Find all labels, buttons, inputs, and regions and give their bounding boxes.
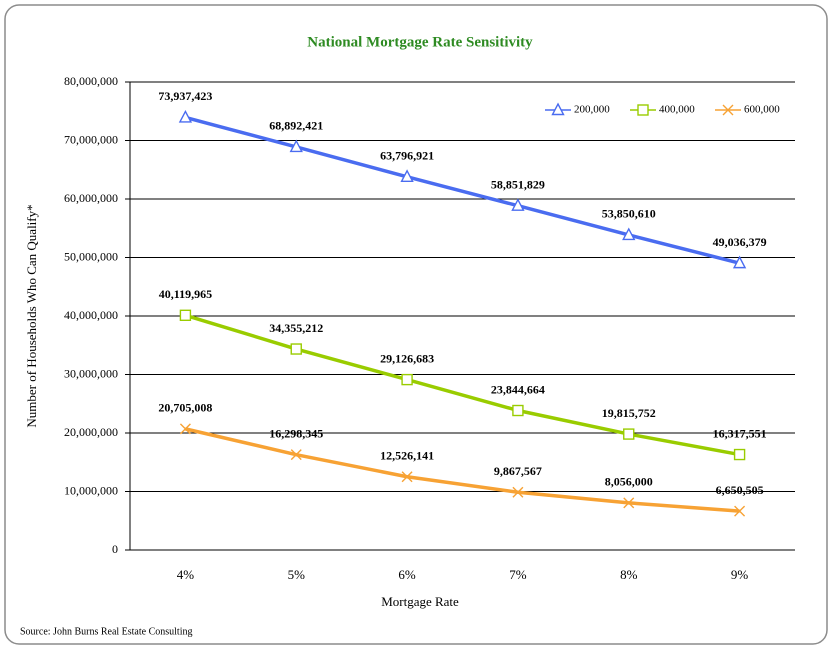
- data-label: 16,298,345: [269, 426, 323, 440]
- series-line: [184, 115, 741, 265]
- data-label: 29,126,683: [380, 351, 434, 365]
- x-tick-label: 8%: [620, 567, 638, 582]
- y-tick-label: 50,000,000: [64, 249, 118, 263]
- data-point: [179, 423, 191, 435]
- data-point: [733, 448, 746, 461]
- series-line: [184, 313, 740, 457]
- data-label: 49,036,379: [713, 235, 767, 249]
- chart-frame: [4, 4, 828, 645]
- legend-marker: [722, 104, 734, 116]
- source-note: Source: John Burns Real Estate Consultin…: [20, 626, 193, 637]
- data-point: [512, 486, 524, 498]
- data-point: [401, 373, 413, 386]
- data-label: 6,650,505: [716, 483, 764, 497]
- data-point: [290, 343, 302, 355]
- data-point: [512, 404, 524, 417]
- data-label: 73,937,423: [158, 89, 212, 103]
- y-tick-label: 70,000,000: [64, 132, 118, 146]
- y-tick-label: 30,000,000: [64, 366, 118, 380]
- y-tick-label: 0: [112, 542, 118, 556]
- data-point: [734, 505, 746, 517]
- data-label: 12,526,141: [380, 448, 434, 462]
- y-tick-label: 20,000,000: [64, 425, 118, 439]
- legend-marker: [637, 104, 649, 116]
- data-label: 34,355,212: [269, 321, 323, 335]
- data-label: 63,796,921: [380, 149, 434, 163]
- y-tick-label: 80,000,000: [64, 74, 118, 88]
- data-label: 20,705,008: [158, 401, 212, 415]
- data-point: [622, 227, 636, 241]
- chart-title: National Mortgage Rate Sensitivity: [307, 34, 533, 50]
- x-axis-label: Mortgage Rate: [381, 594, 459, 609]
- series-line: [185, 427, 740, 513]
- data-point: [623, 428, 635, 440]
- data-label: 19,815,752: [602, 406, 656, 420]
- data-label: 58,851,829: [491, 177, 545, 191]
- data-label: 68,892,421: [269, 119, 323, 133]
- data-point: [401, 471, 413, 483]
- data-point: [732, 255, 747, 269]
- data-label: 16,317,551: [713, 426, 767, 440]
- x-tick-label: 7%: [509, 567, 527, 582]
- x-tick-label: 5%: [288, 567, 306, 582]
- data-point: [178, 109, 193, 123]
- data-label: 8,056,000: [605, 475, 653, 489]
- x-tick-label: 6%: [398, 567, 416, 582]
- y-axis-label: Number of Households Who Can Qualify*: [24, 204, 39, 427]
- data-label: 53,850,610: [602, 207, 656, 221]
- data-point: [511, 198, 525, 211]
- legend-label: 400,000: [659, 104, 695, 116]
- legend-label: 200,000: [574, 104, 610, 116]
- data-point: [289, 139, 303, 153]
- y-tick-label: 40,000,000: [64, 308, 118, 322]
- data-label: 23,844,664: [491, 382, 545, 396]
- data-point: [400, 169, 414, 182]
- data-point: [290, 449, 302, 461]
- data-point: [179, 309, 192, 321]
- data-point: [623, 497, 635, 509]
- y-tick-label: 10,000,000: [64, 483, 118, 497]
- x-tick-label: 9%: [731, 567, 749, 582]
- y-tick-label: 60,000,000: [64, 191, 118, 205]
- data-label: 9,867,567: [494, 464, 542, 478]
- legend-label: 600,000: [744, 104, 780, 116]
- x-tick-label: 4%: [177, 567, 195, 582]
- data-label: 40,119,965: [159, 287, 212, 301]
- legend-marker: [551, 102, 565, 116]
